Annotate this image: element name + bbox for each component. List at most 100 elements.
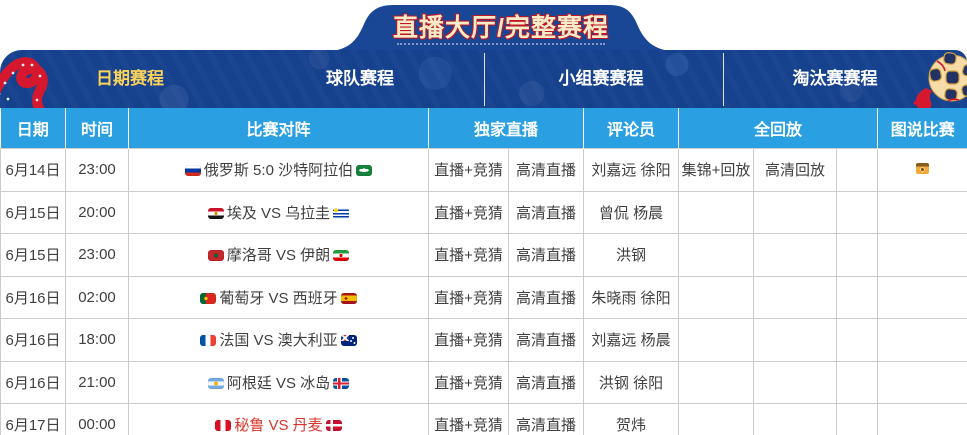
replay-highlights-link — [678, 318, 755, 362]
column-header: 评论员 — [583, 108, 679, 149]
world-cup-ball-icon — [913, 52, 967, 108]
nav-tab-1[interactable]: 球队赛程 — [326, 69, 394, 88]
column-header: 比赛对阵 — [128, 108, 429, 149]
match-title: 葡萄牙 VS 西班牙 — [219, 289, 338, 307]
empty-cell — [836, 318, 879, 362]
table-row: 6月16日 02:00 葡萄牙 VS 西班牙 直播+竞猜 高清直播 朱晓雨 徐阳 — [0, 275, 967, 319]
ma-flag-icon — [207, 250, 224, 262]
live-bet-link[interactable]: 直播+竞猜 — [428, 233, 509, 277]
commentators: 朱晓雨 徐阳 — [583, 275, 680, 319]
match-title: 阿根廷 VS 冰岛 — [226, 374, 331, 392]
nav-tab-3[interactable]: 淘汰赛赛程 — [792, 69, 878, 88]
match-teams: 法国 VS 澳大利亚 — [128, 318, 429, 362]
ar-flag-icon — [207, 377, 224, 389]
match-date: 6月15日 — [0, 233, 66, 277]
title-tab-shape — [331, 5, 671, 51]
column-header: 全回放 — [678, 108, 878, 149]
match-photos-icon[interactable] — [916, 163, 930, 175]
match-time: 21:00 — [65, 360, 129, 404]
hd-replay-link — [753, 233, 838, 277]
match-teams: 埃及 VS 乌拉圭 — [128, 190, 429, 234]
match-date: 6月15日 — [0, 190, 66, 234]
match-title: 埃及 VS 乌拉圭 — [226, 204, 331, 222]
match-photos-cell — [877, 275, 967, 319]
live-bet-link[interactable]: 直播+竞猜 — [428, 318, 509, 362]
match-title: 俄罗斯 5:0 沙特阿拉伯 — [203, 162, 354, 180]
hd-live-link[interactable]: 高清直播 — [507, 275, 585, 319]
column-header: 独家直播 — [427, 108, 584, 149]
table-row: 6月14日 23:00 俄罗斯 5:0 沙特阿拉伯 直播+竞猜 高清直播 刘嘉远 徐阳 集锦… — [0, 148, 967, 192]
match-title: 摩洛哥 VS 伊朗 — [226, 247, 331, 265]
nav-divider — [484, 53, 485, 106]
hd-replay-link[interactable]: 高清回放 — [753, 148, 838, 192]
replay-highlights-link[interactable]: 集锦+回放 — [678, 148, 755, 192]
commentators: 曾侃 杨晨 — [583, 190, 680, 234]
match-teams: 葡萄牙 VS 西班牙 — [128, 275, 429, 319]
replay-highlights-link — [678, 360, 755, 404]
hd-live-link[interactable]: 高清直播 — [507, 403, 585, 435]
pe-flag-icon — [215, 420, 232, 432]
column-header: 日期 — [0, 108, 66, 149]
live-bet-link[interactable]: 直播+竞猜 — [428, 360, 509, 404]
match-photos-cell — [877, 403, 967, 435]
hd-live-link[interactable]: 高清直播 — [507, 190, 585, 234]
match-title: 法国 VS 澳大利亚 — [219, 332, 338, 350]
match-time: 02:00 — [65, 275, 129, 319]
live-bet-link[interactable]: 直播+竞猜 — [428, 403, 509, 435]
commentators: 贺炜 — [583, 403, 680, 435]
match-teams: 阿根廷 VS 冰岛 — [128, 360, 429, 404]
commentators: 刘嘉远 杨晨 — [583, 318, 680, 362]
nav-tab-2[interactable]: 小组赛赛程 — [558, 69, 644, 88]
replay-highlights-link — [678, 233, 755, 277]
match-time: 00:00 — [65, 403, 129, 435]
hd-replay-link — [753, 190, 838, 234]
sa-flag-icon — [356, 165, 373, 177]
commentators: 洪钢 — [583, 233, 680, 277]
match-title: 秘鲁 VS 丹麦 — [234, 417, 323, 435]
empty-cell — [836, 275, 879, 319]
hd-live-link[interactable]: 高清直播 — [507, 148, 585, 192]
ru-flag-icon — [184, 165, 201, 177]
empty-cell — [836, 233, 879, 277]
column-header: 图说比赛 — [877, 108, 967, 149]
commentators: 刘嘉远 徐阳 — [583, 148, 680, 192]
hd-live-link[interactable]: 高清直播 — [507, 360, 585, 404]
schedule-table: 日期 时间 比赛对阵 独家直播 评论员 全回放 图说比赛 6月14日 23:00 俄罗斯 5:0… — [0, 108, 967, 435]
replay-highlights-link — [678, 275, 755, 319]
eg-flag-icon — [207, 207, 224, 219]
empty-cell — [836, 148, 879, 192]
match-photos-cell — [877, 148, 967, 192]
page-title: 直播大厅/完整赛程 — [393, 14, 609, 42]
au-flag-icon — [340, 335, 357, 347]
match-time: 23:00 — [65, 233, 129, 277]
commentators: 洪钢 徐阳 — [583, 360, 680, 404]
table-row: 6月15日 20:00 埃及 VS 乌拉圭 直播+竞猜 高清直播 曾侃 杨晨 — [0, 190, 967, 234]
match-teams: 俄罗斯 5:0 沙特阿拉伯 — [128, 148, 429, 192]
match-date: 6月17日 — [0, 403, 66, 435]
hd-replay-link — [753, 403, 838, 435]
empty-cell — [836, 403, 879, 435]
hd-live-link[interactable]: 高清直播 — [507, 318, 585, 362]
match-photos-cell — [877, 318, 967, 362]
fr-flag-icon — [200, 335, 217, 347]
es-flag-icon — [340, 292, 357, 304]
match-date: 6月16日 — [0, 275, 66, 319]
live-bet-link[interactable]: 直播+竞猜 — [428, 148, 509, 192]
live-bet-link[interactable]: 直播+竞猜 — [428, 275, 509, 319]
hd-live-link[interactable]: 高清直播 — [507, 233, 585, 277]
nav-tab-0[interactable]: 日期赛程 — [96, 69, 164, 88]
empty-cell — [836, 360, 879, 404]
pt-flag-icon — [200, 292, 217, 304]
match-photos-cell — [877, 233, 967, 277]
empty-cell — [836, 190, 879, 234]
table-row: 6月15日 23:00 摩洛哥 VS 伊朗 直播+竞猜 高清直播 洪钢 — [0, 233, 967, 277]
table-header-row: 日期 时间 比赛对阵 独家直播 评论员 全回放 图说比赛 — [0, 108, 967, 149]
hd-replay-link — [753, 318, 838, 362]
live-bet-link[interactable]: 直播+竞猜 — [428, 190, 509, 234]
ir-flag-icon — [333, 250, 350, 262]
match-teams: 摩洛哥 VS 伊朗 — [128, 233, 429, 277]
dk-flag-icon — [325, 420, 342, 432]
match-photos-cell — [877, 190, 967, 234]
schedule-nav: 日期赛程 球队赛程 小组赛赛程 淘汰赛赛程 — [0, 50, 967, 108]
